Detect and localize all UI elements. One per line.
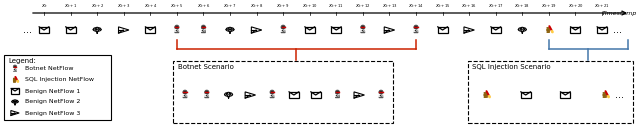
Circle shape <box>183 90 187 94</box>
Ellipse shape <box>603 94 605 95</box>
Ellipse shape <box>13 80 15 81</box>
Ellipse shape <box>603 95 605 96</box>
Text: BOT: BOT <box>360 29 366 33</box>
Ellipse shape <box>484 94 486 95</box>
Text: $x_{t+11}$: $x_{t+11}$ <box>328 3 344 11</box>
Ellipse shape <box>603 95 605 96</box>
Polygon shape <box>379 94 383 98</box>
Circle shape <box>175 25 179 29</box>
Text: $x_{t+8}$: $x_{t+8}$ <box>250 3 263 11</box>
Text: $x_{t+18}$: $x_{t+18}$ <box>515 3 530 11</box>
Ellipse shape <box>484 95 486 96</box>
Circle shape <box>205 90 209 94</box>
Text: $x_{t+2}$: $x_{t+2}$ <box>90 3 104 11</box>
Text: $x_{t+7}$: $x_{t+7}$ <box>223 3 237 11</box>
Polygon shape <box>13 68 17 71</box>
Text: BOT: BOT <box>182 94 188 98</box>
Polygon shape <box>175 29 179 33</box>
Ellipse shape <box>13 79 15 80</box>
Text: BOT: BOT <box>280 29 287 33</box>
Text: $x_{t+20}$: $x_{t+20}$ <box>568 3 583 11</box>
FancyBboxPatch shape <box>547 29 550 31</box>
Ellipse shape <box>547 29 550 30</box>
Circle shape <box>361 25 365 29</box>
Text: $x_{t+14}$: $x_{t+14}$ <box>408 3 424 11</box>
Polygon shape <box>414 29 418 33</box>
Text: $x_{t+5}$: $x_{t+5}$ <box>170 3 184 11</box>
FancyBboxPatch shape <box>547 31 550 32</box>
FancyBboxPatch shape <box>173 61 393 123</box>
Text: BOT: BOT <box>12 68 19 72</box>
Polygon shape <box>202 29 205 33</box>
Text: $x_{t+12}$: $x_{t+12}$ <box>355 3 371 11</box>
Text: $x_{t+15}$: $x_{t+15}$ <box>435 3 451 11</box>
Text: ...: ... <box>614 90 623 100</box>
FancyBboxPatch shape <box>547 28 550 29</box>
FancyBboxPatch shape <box>13 81 15 82</box>
Text: ...: ... <box>614 25 623 35</box>
Polygon shape <box>270 94 274 98</box>
Text: $x_{t+3}$: $x_{t+3}$ <box>117 3 131 11</box>
Text: $x_{t+13}$: $x_{t+13}$ <box>381 3 397 11</box>
Circle shape <box>13 65 17 68</box>
Text: Legend:: Legend: <box>8 58 36 64</box>
Text: $x_{t+16}$: $x_{t+16}$ <box>461 3 477 11</box>
Ellipse shape <box>547 29 550 30</box>
Polygon shape <box>361 29 365 33</box>
Polygon shape <box>281 29 285 33</box>
Text: $x_t$: $x_t$ <box>40 3 47 11</box>
FancyBboxPatch shape <box>603 94 605 96</box>
Circle shape <box>270 90 274 94</box>
FancyBboxPatch shape <box>484 94 486 96</box>
Circle shape <box>202 25 205 29</box>
Text: Benign NetFlow 3: Benign NetFlow 3 <box>25 111 81 115</box>
FancyBboxPatch shape <box>484 96 486 97</box>
FancyBboxPatch shape <box>13 78 15 79</box>
Text: $x_{t+9}$: $x_{t+9}$ <box>276 3 290 11</box>
Text: Botnet NetFlow: Botnet NetFlow <box>25 66 74 72</box>
FancyBboxPatch shape <box>603 93 605 94</box>
Text: Benign NetFlow 1: Benign NetFlow 1 <box>25 88 80 93</box>
Text: Botnet Scenario: Botnet Scenario <box>178 64 234 70</box>
Text: $x_{t+10}$: $x_{t+10}$ <box>302 3 317 11</box>
Circle shape <box>281 25 285 29</box>
Circle shape <box>335 90 340 94</box>
Text: BOT: BOT <box>204 94 210 98</box>
Polygon shape <box>335 94 339 98</box>
FancyBboxPatch shape <box>4 55 111 120</box>
Text: $x_{t+6}$: $x_{t+6}$ <box>196 3 210 11</box>
FancyBboxPatch shape <box>603 96 605 97</box>
Ellipse shape <box>13 78 15 79</box>
Text: BOT: BOT <box>378 94 385 98</box>
Ellipse shape <box>13 79 15 80</box>
Text: Timestamp: Timestamp <box>602 11 637 16</box>
Polygon shape <box>183 94 187 98</box>
Text: Benign NetFlow 2: Benign NetFlow 2 <box>25 99 81 105</box>
Text: BOT: BOT <box>269 94 275 98</box>
Ellipse shape <box>547 30 550 31</box>
Circle shape <box>414 25 418 29</box>
FancyBboxPatch shape <box>468 61 633 123</box>
Text: ...: ... <box>24 25 33 35</box>
Ellipse shape <box>484 95 486 96</box>
Text: BOT: BOT <box>200 29 207 33</box>
Text: BOT: BOT <box>413 29 419 33</box>
FancyBboxPatch shape <box>484 93 486 94</box>
Ellipse shape <box>13 81 15 82</box>
Text: $x_{t+19}$: $x_{t+19}$ <box>541 3 557 11</box>
Ellipse shape <box>547 30 550 31</box>
Text: BOT: BOT <box>173 29 180 33</box>
Text: $x_{t+1}$: $x_{t+1}$ <box>64 3 77 11</box>
Text: $x_{t+17}$: $x_{t+17}$ <box>488 3 504 11</box>
Ellipse shape <box>13 80 15 81</box>
Text: SQL Injection NetFlow: SQL Injection NetFlow <box>25 78 94 82</box>
Text: $x_{t+21}$: $x_{t+21}$ <box>594 3 610 11</box>
Text: SQL Injection Scenario: SQL Injection Scenario <box>472 64 550 70</box>
Text: BOT: BOT <box>334 94 341 98</box>
Polygon shape <box>205 94 209 98</box>
Text: $x_{t+4}$: $x_{t+4}$ <box>143 3 157 11</box>
Circle shape <box>379 90 383 94</box>
